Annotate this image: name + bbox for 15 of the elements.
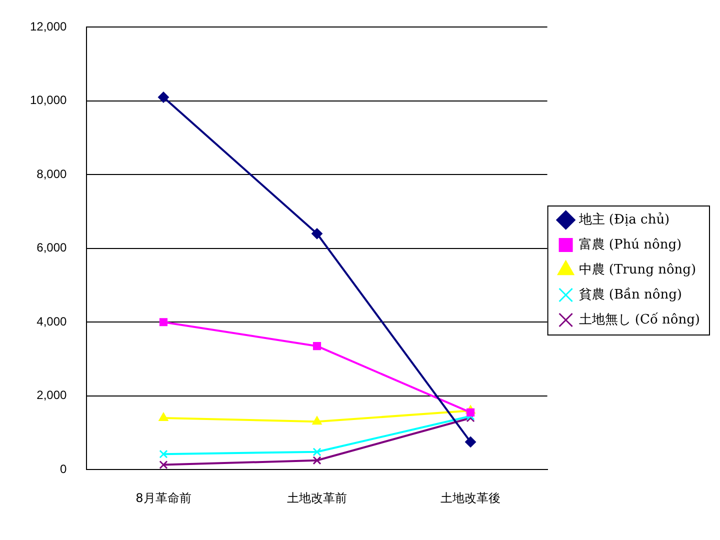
- y-tick-label: 10,000: [30, 93, 68, 108]
- x-tick-label: 土地改革後: [440, 490, 501, 505]
- y-tick-label: 8,000: [36, 166, 68, 181]
- legend-label: 貧農 (Bần nông): [578, 286, 682, 302]
- legend-label: 地主 (Địa chủ): [578, 211, 670, 228]
- y-tick-label: 12,000: [30, 20, 68, 34]
- y-tick-label: 2,000: [36, 388, 68, 402]
- legend-label: 富農 (Phú nông): [578, 236, 682, 252]
- legend-label: 中農 (Trung nông): [578, 262, 696, 278]
- y-tick-label: 4,000: [36, 314, 68, 328]
- x-tick-label: 土地改革前: [287, 490, 347, 505]
- legend-label: 土地無し (Cố nông): [578, 312, 700, 328]
- y-tick-label: 0: [60, 462, 68, 476]
- y-tick-label: 6,000: [36, 240, 68, 255]
- x-tick-label: 8月革命前: [136, 490, 192, 505]
